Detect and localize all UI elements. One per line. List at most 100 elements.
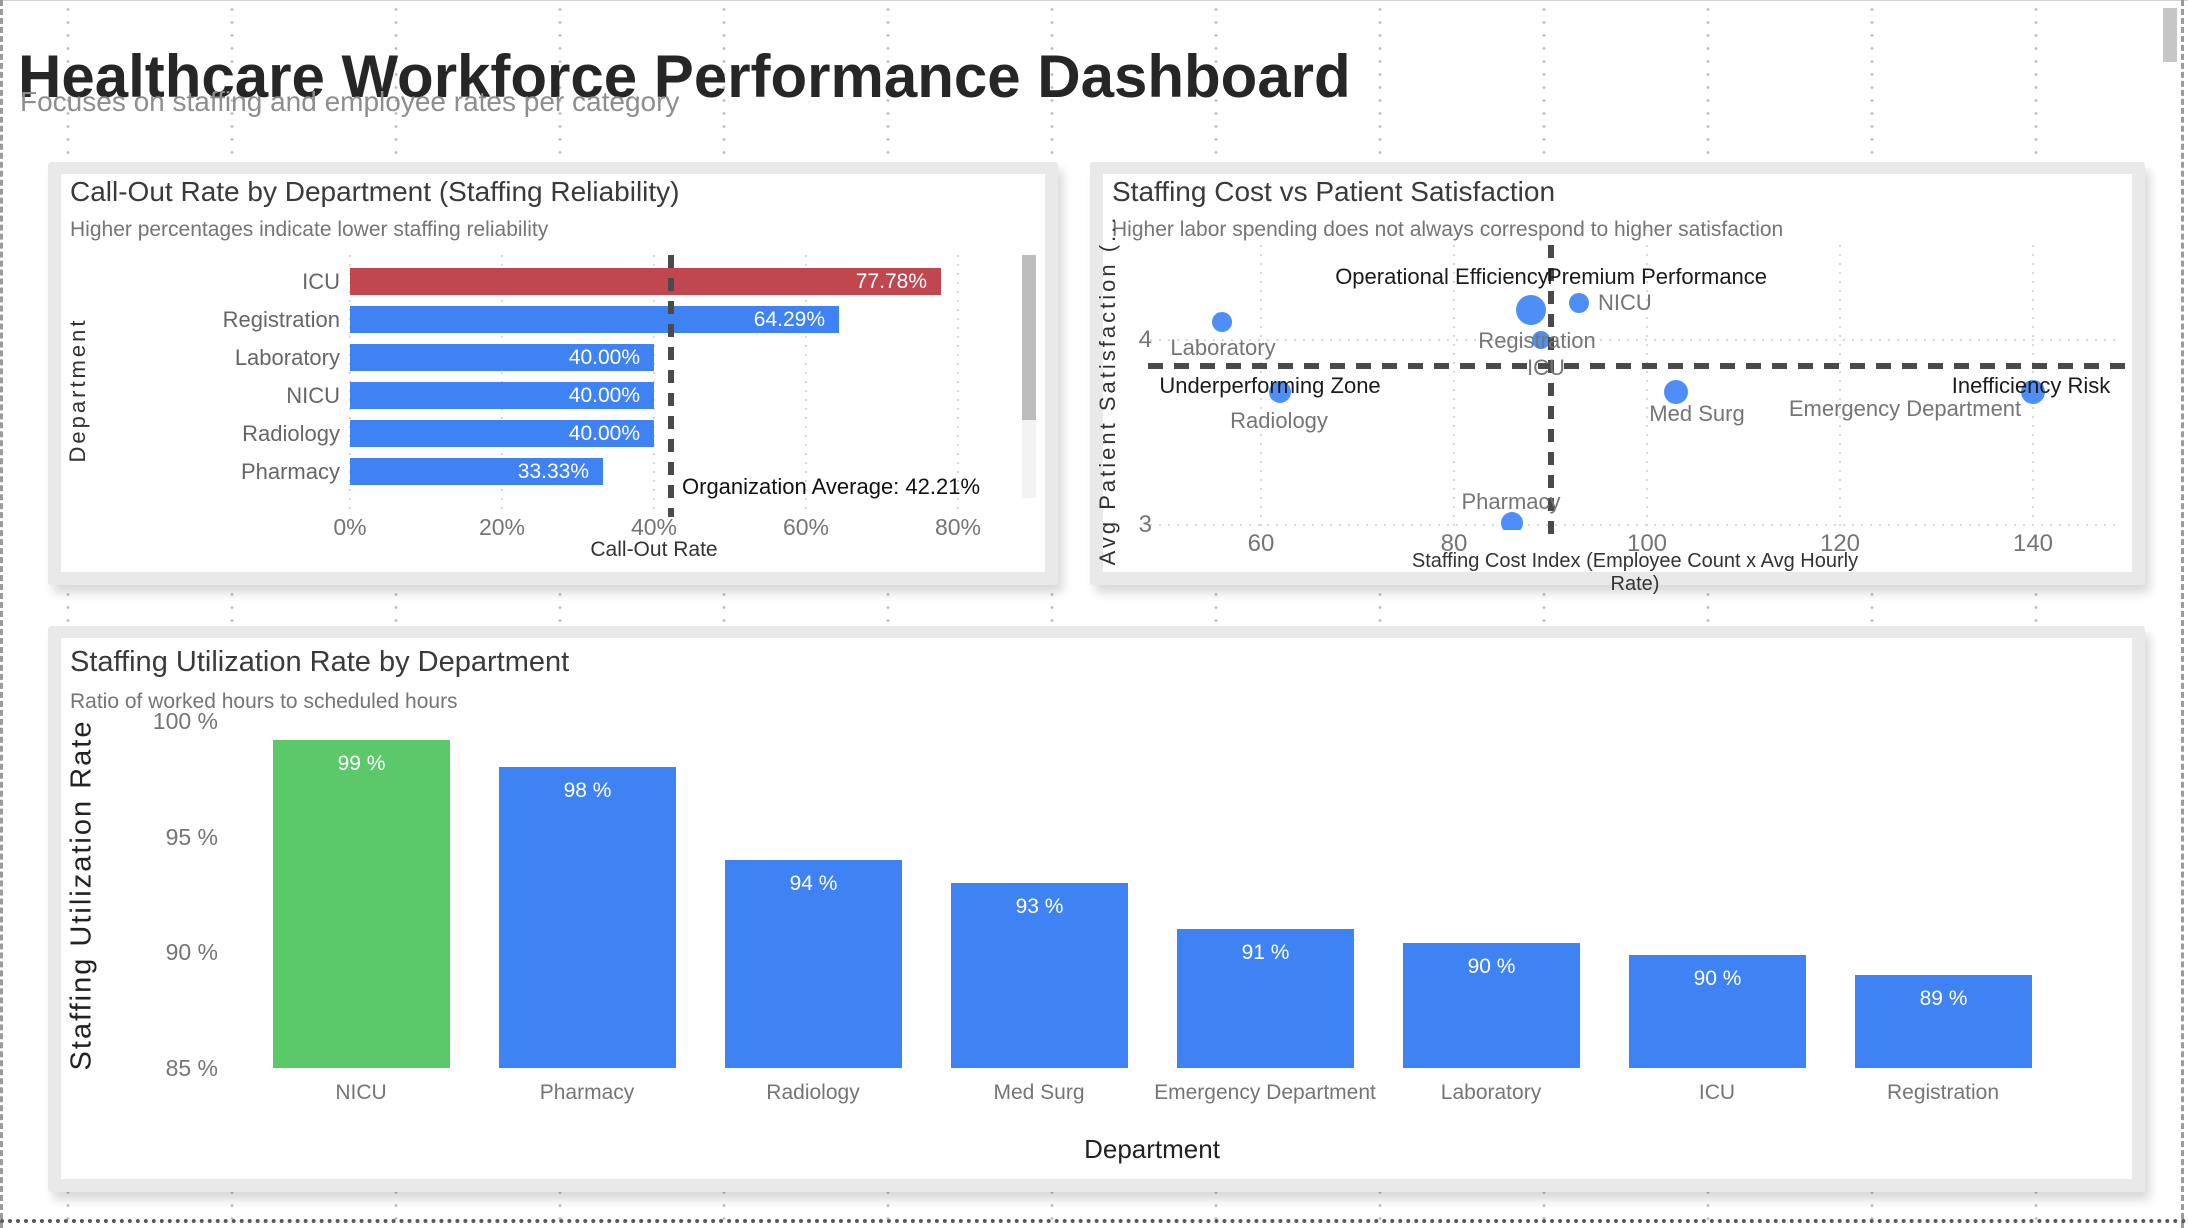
- bar[interactable]: [1403, 943, 1580, 1068]
- y-gridline: [1150, 339, 2120, 341]
- page-top-edge: [0, 0, 2188, 1]
- category-label: Med Surg: [993, 1081, 1085, 1104]
- quadrant-label: Inefficiency Risk: [1951, 373, 2111, 398]
- x-tick-label: 40%: [630, 514, 678, 540]
- x-gridline: [957, 255, 959, 515]
- bar-value-label: 94 %: [789, 872, 838, 895]
- bar-value-label: 40.00%: [568, 384, 640, 407]
- x-gridline: [1839, 245, 1841, 527]
- x-tick-label: 100: [1626, 530, 1668, 557]
- page-bottom-guide: [0, 1219, 2188, 1223]
- scatter-point[interactable]: [1569, 293, 1589, 313]
- category-label: Pharmacy: [240, 459, 340, 484]
- scatter-points-layer: [1090, 162, 2145, 530]
- bar[interactable]: [725, 860, 902, 1068]
- callout-chart-plot: 0% 20% 40% 60% 80% ICU 77.78% Registration 64.29…: [48, 162, 1058, 585]
- category-label: Laboratory: [1440, 1081, 1542, 1104]
- category-label: ICU: [302, 269, 340, 294]
- x-tick-label: 80: [1440, 530, 1468, 557]
- bar[interactable]: [350, 268, 941, 295]
- point-label: Med Surg: [1649, 401, 1745, 426]
- scatter-point[interactable]: [1516, 295, 1546, 325]
- y-axis-title: Avg Patient Satisfaction (...: [1095, 214, 1120, 566]
- category-label: Laboratory: [234, 345, 340, 370]
- average-annotation: Organization Average: 42.21%: [682, 474, 981, 499]
- scatter-chart-panel: Staffing Cost vs Patient Satisfaction Hi…: [1090, 162, 2145, 595]
- y-tick-label: 3: [1138, 511, 1152, 538]
- x-tick-label: 20%: [478, 514, 526, 540]
- bar[interactable]: [951, 883, 1128, 1068]
- x-axis-title: Call-Out Rate: [590, 538, 718, 561]
- x-tick-label: 120: [1819, 530, 1861, 557]
- y-tick-label: 4: [1138, 326, 1152, 353]
- category-label: Registration: [222, 307, 340, 332]
- scatter-chart-background: [1103, 174, 2132, 572]
- x-gridline: [1453, 245, 1455, 527]
- average-reference-line: [668, 255, 674, 517]
- chart-scrollbar-thumb[interactable]: [1022, 255, 1036, 420]
- category-label: Radiology: [766, 1081, 860, 1104]
- utilization-chart-panel: Staffing Utilization Rate by Department …: [48, 626, 2145, 1192]
- y-reference-line: [1148, 363, 2136, 369]
- page-right-guide: [2181, 0, 2184, 1228]
- bar-value-label: 93 %: [1015, 895, 1064, 918]
- x-gridline: [653, 255, 655, 515]
- bar[interactable]: [1629, 955, 1806, 1068]
- point-label: ICU: [1527, 355, 1565, 380]
- callout-chart-background: [61, 174, 1045, 572]
- bar[interactable]: [1177, 929, 1354, 1068]
- scatter-point[interactable]: [1501, 512, 1523, 530]
- point-label: Pharmacy: [1461, 489, 1561, 514]
- x-tick-label: 80%: [934, 514, 982, 540]
- bar[interactable]: [273, 740, 450, 1068]
- page-scrollbar-thumb[interactable]: [2163, 8, 2177, 62]
- x-gridline: [1260, 245, 1262, 527]
- point-label: Registration: [1478, 328, 1596, 353]
- bar-value-label: 89 %: [1919, 987, 1968, 1010]
- point-label: NICU: [1598, 290, 1652, 315]
- bar[interactable]: [350, 382, 654, 409]
- x-tick-label: 60%: [782, 514, 830, 540]
- bar[interactable]: [350, 344, 654, 371]
- category-label: Radiology: [242, 421, 340, 446]
- utilization-chart-subtitle: Ratio of worked hours to scheduled hours: [70, 690, 458, 713]
- bar[interactable]: [350, 458, 603, 485]
- scatter-point[interactable]: [1269, 381, 1291, 403]
- x-axis-title: Staffing Cost Index (Employee Count x Av…: [1411, 550, 1859, 595]
- x-tick-label: 140: [2012, 530, 2054, 557]
- utilization-chart-plot: 100 % 95 % 90 % 85 % 99 % NICU 98 % Pharmacy 94 …: [48, 626, 2145, 1192]
- y-axis-title: Staffing Utilization Rate: [65, 719, 98, 1071]
- scatter-point[interactable]: [1664, 380, 1688, 404]
- quadrant-label: Premium Performance: [1546, 264, 1768, 289]
- bar[interactable]: [499, 767, 676, 1068]
- y-tick-label: 95 %: [165, 824, 218, 850]
- bar-value-label: 90 %: [1693, 967, 1742, 990]
- bar[interactable]: [350, 420, 654, 447]
- bar-value-label: 99 %: [337, 752, 386, 775]
- x-gridline: [1646, 245, 1648, 527]
- bar[interactable]: [1855, 975, 2032, 1068]
- category-label: Pharmacy: [539, 1081, 635, 1104]
- page-title: Healthcare Workforce Performance Dashboa…: [18, 43, 1351, 111]
- scatter-chart-plot: 60 80 100 120 140 4 3 Laboratory Radiology Pharma…: [1090, 162, 2145, 595]
- quadrant-label: Operational Efficiency: [1335, 264, 1549, 289]
- bar[interactable]: [350, 306, 839, 333]
- y-axis-title: Department: [65, 317, 90, 463]
- bar-value-label: 91 %: [1241, 941, 1290, 964]
- category-label: NICU: [335, 1081, 387, 1104]
- callout-chart-panel: Call-Out Rate by Department (Staffing Re…: [48, 162, 1058, 585]
- x-tick-label: 0%: [333, 514, 367, 540]
- bar-value-label: 64.29%: [753, 308, 825, 331]
- point-label: Radiology: [1230, 408, 1328, 433]
- bar-value-label: 40.00%: [568, 422, 640, 445]
- scatter-point[interactable]: [1212, 312, 1232, 332]
- callout-chart-subtitle: Higher percentages indicate lower staffi…: [70, 218, 549, 241]
- scatter-point[interactable]: [2021, 380, 2045, 404]
- page-subtitle: Focuses on staffing and employee rates p…: [20, 86, 680, 117]
- scatter-point[interactable]: [1532, 331, 1550, 349]
- point-label: Laboratory: [1170, 335, 1276, 360]
- x-gridline: [805, 255, 807, 515]
- callout-chart-title: Call-Out Rate by Department (Staffing Re…: [70, 176, 680, 207]
- x-tick-label: 60: [1247, 530, 1275, 557]
- quadrant-label: Underperforming Zone: [1159, 373, 1381, 398]
